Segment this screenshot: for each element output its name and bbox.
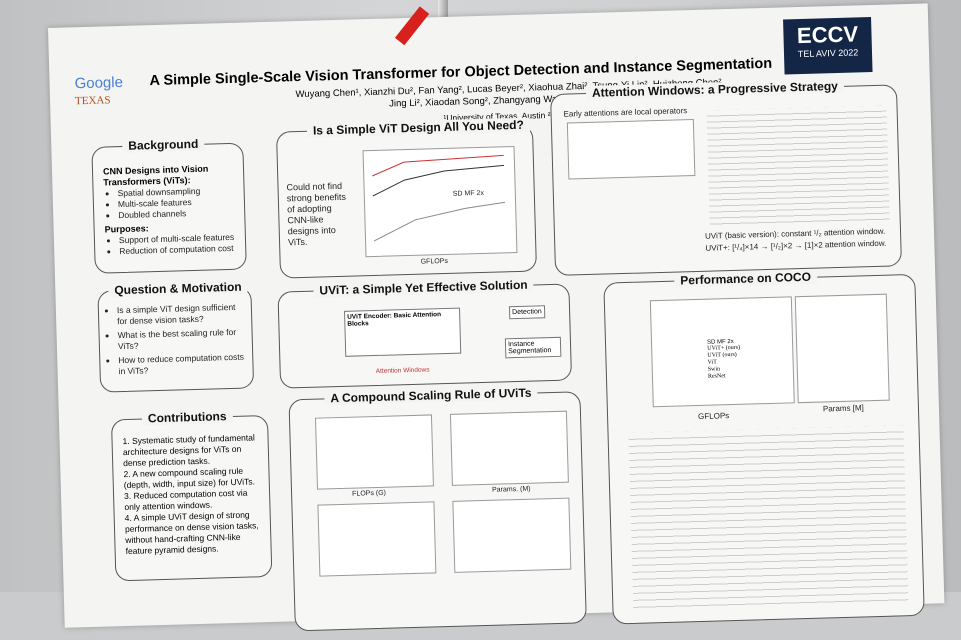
windows: Attention Windows (375, 366, 430, 375)
list-item: Is a simple ViT design sufficient for de… (117, 302, 246, 328)
simple-vit-box: Is a Simple ViT Design All You Need? Cou… (275, 117, 537, 279)
uvit-box: UViT: a Simple Yet Effective Solution UV… (277, 277, 573, 389)
x-label: Params [M] (822, 403, 864, 414)
page: {"header":{"logos":["Google","TEXAS"],"t… (0, 0, 961, 592)
heading: Contributions (141, 409, 233, 426)
attention-box: Attention Windows: a Progressive Strateg… (550, 78, 902, 276)
text: Spatial downsamplingMulti-scale features… (104, 185, 237, 222)
heading: Background (122, 136, 205, 153)
text: ResNet (707, 373, 726, 380)
logo: TEXAS (74, 94, 111, 108)
location: TEL AVIV 2022 (797, 47, 859, 60)
plot (449, 410, 569, 486)
plot: SD MF 2x (362, 146, 518, 258)
plot-lines (372, 154, 506, 242)
segmentation: Instance Segmentation (504, 336, 562, 359)
x-label: GFLOPs (697, 411, 730, 421)
question-box: Question & MotivationIs a simple ViT des… (97, 279, 255, 393)
heading: Performance on COCO (674, 269, 818, 288)
plot (566, 119, 696, 180)
background-box: Background CNN Designs into Vision Transf… (91, 136, 247, 274)
table-text (706, 105, 890, 226)
text: UViT (ours) (707, 351, 737, 359)
text: 4. A simple UViT design of strong perfor… (124, 509, 259, 557)
legend: SD MF 2x (452, 189, 485, 198)
plot (317, 501, 437, 577)
plot (452, 497, 572, 573)
conference-logo: ECCV TEL AVIV 2022 (783, 17, 873, 75)
table-text (628, 425, 909, 613)
x-label: GFLOPs (420, 257, 449, 266)
heading: A Compound Scaling Rule of UViTs (324, 385, 538, 406)
logo: Google (74, 73, 124, 93)
x-label: Params. (M) (491, 485, 531, 494)
conference: ECCV (796, 21, 859, 49)
note: Could not find strong benefits of adopti… (286, 180, 347, 248)
detection: Detection (508, 305, 545, 320)
text: Support of multi-scale featuresReduction… (105, 232, 238, 258)
line (372, 164, 505, 197)
plot (314, 414, 434, 490)
list-item: How to reduce computation costs in ViTs? (118, 352, 247, 378)
performance-box: Performance on COCO SD MF 2x UViT+ (ours)… (603, 269, 925, 625)
list-item: What is the best scaling rule for ViTs? (117, 327, 246, 353)
contributions-box: Contributions 1. Systematic study of fund… (110, 409, 273, 582)
heading: UViT: a Simple Yet Effective Solution (313, 277, 534, 298)
list-item: Reduction of computation cost (119, 243, 237, 257)
list-item: Doubled channels (118, 207, 236, 221)
line (372, 154, 504, 177)
line (373, 201, 506, 242)
plot: SD MF 2x UViT+ (ours) UViT (ours) ViT Swin Re… (649, 296, 795, 408)
compound-box: A Compound Scaling Rule of UViTs FLOPs (… (288, 385, 587, 632)
text: 1. Systematic study of fundamental archi… (122, 432, 255, 469)
encoder: UViT Encoder: Basic Attention Blocks (344, 307, 462, 357)
poster: Google TEXAS A Simple Single-Scale Visio… (48, 3, 945, 632)
plot (794, 293, 890, 404)
subtitle: Early attentions are local operators (563, 106, 688, 119)
x-label: FLOPs (G) (352, 489, 387, 498)
